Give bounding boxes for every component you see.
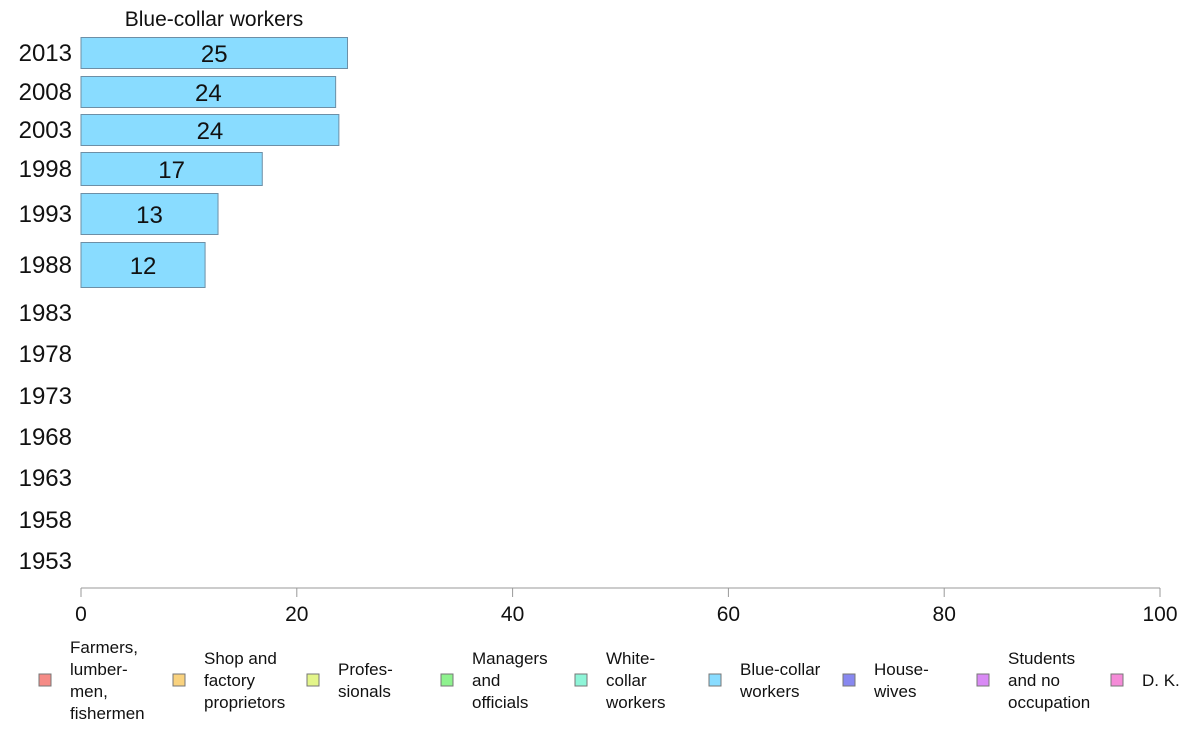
bar-2003 <box>80 114 340 146</box>
bar-1998 <box>80 152 263 186</box>
legend-item: House-wives <box>842 660 929 701</box>
y-tick-label-1968: 1968 <box>19 424 72 451</box>
bar-value-label-1988: 12 <box>130 253 157 280</box>
x-tick-label-0: 0 <box>75 603 87 626</box>
legend-swatch <box>1110 673 1124 687</box>
y-tick-label-1988: 1988 <box>19 252 72 279</box>
y-axis-labels: 2013 2008 2003 1998 1993 1988 1983 1978 1973 1968… <box>19 40 72 575</box>
legend-item: White-collar workers <box>574 649 666 712</box>
y-tick-label-2013: 2013 <box>19 40 72 67</box>
legend-label: occupation <box>1008 693 1090 712</box>
x-tick-label-60: 60 <box>717 603 740 626</box>
legend-label: Profes- <box>338 660 393 679</box>
legend-label: men, <box>70 682 108 701</box>
legend-swatch <box>574 673 588 687</box>
bar-value-label-2003: 24 <box>197 118 224 145</box>
y-tick-label-1978: 1978 <box>19 341 72 368</box>
bar-1988 <box>80 242 206 288</box>
legend-swatch <box>172 673 186 687</box>
legend-item: Farmers, lumber-men, fishermen <box>38 638 145 723</box>
legend-label: Students <box>1008 649 1075 668</box>
legend-label: and <box>472 671 500 690</box>
y-tick-label-2008: 2008 <box>19 79 72 106</box>
legend-item: Profes-sionals <box>306 660 393 701</box>
legend-swatch <box>708 673 722 687</box>
legend-label: and no <box>1008 671 1060 690</box>
bar-2013 <box>80 37 349 69</box>
y-tick-label-2003: 2003 <box>19 117 72 144</box>
bar-value-label-2013: 25 <box>201 41 228 68</box>
y-tick-label-1958: 1958 <box>19 507 72 534</box>
legend-label: fishermen <box>70 704 145 723</box>
legend: Farmers, lumber-men, fishermen Shop and fact… <box>38 638 1180 723</box>
legend-item: D. K. <box>1110 671 1180 690</box>
legend-label: factory <box>204 671 256 690</box>
bar-1993 <box>80 193 219 235</box>
y-tick-label-1963: 1963 <box>19 465 72 492</box>
legend-swatch <box>440 673 454 687</box>
legend-label: Farmers, <box>70 638 138 657</box>
legend-label: Blue-collar <box>740 660 821 679</box>
legend-swatch <box>976 673 990 687</box>
legend-item: Students and no occupation <box>976 649 1090 712</box>
bar-2008 <box>80 76 337 108</box>
bar-value-label-2008: 24 <box>195 80 222 107</box>
legend-item: Managers and officials <box>440 649 548 712</box>
bar-value-label-1998: 17 <box>158 157 185 184</box>
legend-label: Shop and <box>204 649 277 668</box>
legend-label: workers <box>739 682 800 701</box>
legend-label: lumber- <box>70 660 128 679</box>
legend-swatch <box>842 673 856 687</box>
y-tick-label-1973: 1973 <box>19 383 72 410</box>
legend-item: Shop and factory proprietors <box>172 649 285 712</box>
bars-layer: 25 24 24 17 13 12 <box>80 37 349 288</box>
legend-label: Managers <box>472 649 548 668</box>
bar-value-label-1993: 13 <box>136 202 163 229</box>
y-tick-label-1998: 1998 <box>19 156 72 183</box>
legend-swatch <box>306 673 320 687</box>
legend-swatch <box>38 673 52 687</box>
y-tick-label-1983: 1983 <box>19 300 72 327</box>
legend-label: workers <box>605 693 666 712</box>
y-tick-label-1993: 1993 <box>19 201 72 228</box>
x-axis: 0 20 40 60 80 100 <box>75 587 1178 626</box>
legend-label: collar <box>606 671 647 690</box>
x-tick-label-20: 20 <box>285 603 308 626</box>
legend-label: D. K. <box>1142 671 1180 690</box>
legend-label: officials <box>472 693 528 712</box>
legend-label: sionals <box>338 682 391 701</box>
chart-title: Blue-collar workers <box>125 8 304 31</box>
x-tick-label-100: 100 <box>1142 603 1177 626</box>
y-tick-label-1953: 1953 <box>19 548 72 575</box>
x-tick-label-80: 80 <box>933 603 956 626</box>
legend-label: wives <box>873 682 917 701</box>
x-tick-label-40: 40 <box>501 603 524 626</box>
legend-label: White- <box>606 649 655 668</box>
legend-item: Blue-collar workers <box>708 660 821 701</box>
legend-label: proprietors <box>204 693 285 712</box>
legend-label: House- <box>874 660 929 679</box>
